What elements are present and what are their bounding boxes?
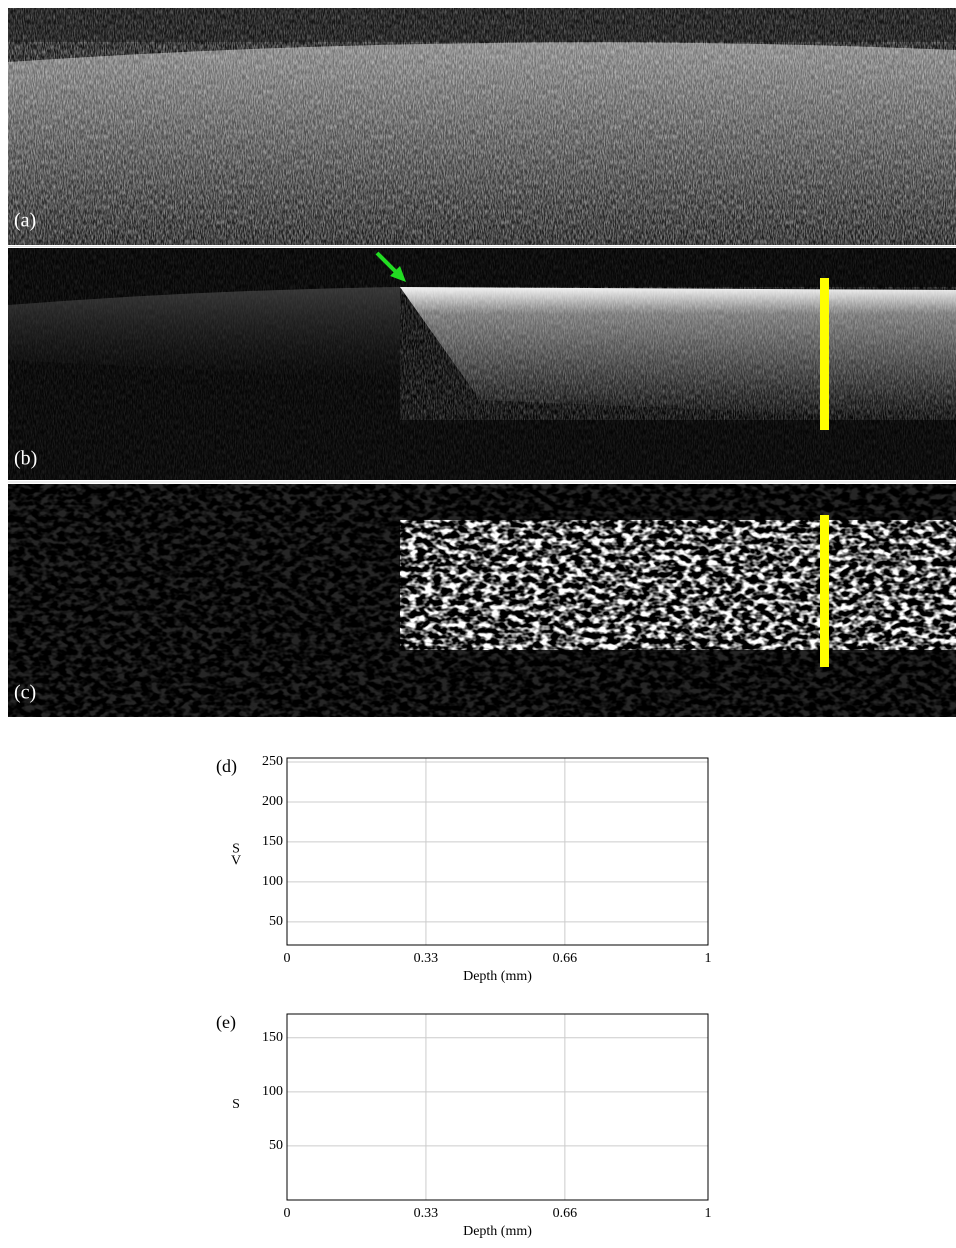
y-tick-label: 100 [262, 1084, 283, 1099]
y-tick-label: 50 [269, 914, 283, 929]
panel-label: (b) [14, 448, 37, 470]
x-tick-label: 0 [284, 951, 291, 966]
image-a [8, 8, 956, 245]
image-c [8, 484, 956, 717]
x-tick-label: 0.33 [414, 951, 439, 966]
x-tick-label: 1 [705, 1206, 712, 1221]
y-tick-label: 150 [262, 1030, 283, 1045]
chart-label: (d) [216, 756, 237, 777]
x-tick-label: 0.66 [553, 951, 578, 966]
plot-frame [286, 757, 709, 946]
y-axis-label: SV [229, 842, 244, 866]
marker-line [820, 278, 829, 430]
panel-label: (c) [14, 682, 36, 704]
x-tick-label: 0.66 [553, 1206, 578, 1221]
y-tick-label: 200 [262, 794, 283, 809]
panel-label: (a) [14, 210, 36, 232]
plot-frame [286, 1013, 709, 1201]
chart-label: (e) [216, 1012, 236, 1033]
x-tick-label: 0 [284, 1206, 291, 1221]
y-tick-label: 250 [262, 754, 283, 769]
image-b [8, 248, 956, 480]
marker-line [820, 515, 829, 667]
y-axis-label: S [229, 1097, 244, 1109]
y-tick-label: 150 [262, 834, 283, 849]
x-axis-label: Depth (mm) [463, 1224, 532, 1239]
arrow [375, 251, 400, 276]
x-tick-label: 0.33 [414, 1206, 439, 1221]
x-axis-label: Depth (mm) [463, 969, 532, 984]
arrow-head [390, 266, 406, 282]
x-tick-label: 1 [705, 951, 712, 966]
y-tick-label: 100 [262, 874, 283, 889]
y-tick-label: 50 [269, 1138, 283, 1153]
